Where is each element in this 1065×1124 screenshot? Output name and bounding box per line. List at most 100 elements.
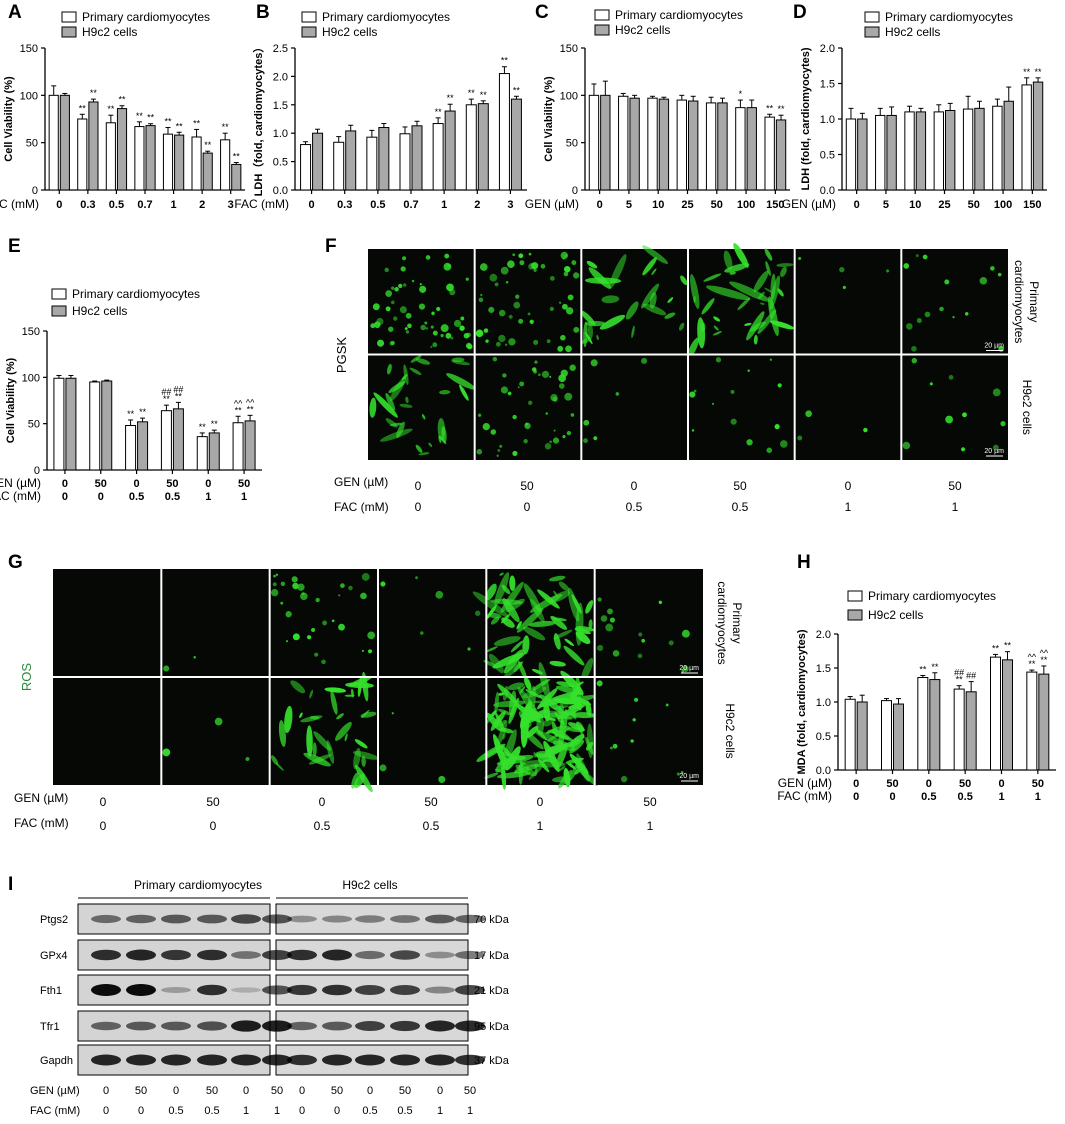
- x-tick-label-D: 100: [994, 199, 1012, 211]
- cell-dot: [502, 733, 506, 740]
- legend-swatch-A-0: [61, 11, 77, 23]
- cell-dot: [278, 719, 286, 747]
- sig-mark-A: **: [164, 117, 172, 127]
- cell-dot: [689, 391, 696, 398]
- bar-C-1: [717, 102, 728, 191]
- legend-label-B-0: Primary cardiomyocytes: [322, 10, 450, 24]
- y-tick-label-E: 0: [34, 465, 40, 477]
- cell-dot: [638, 632, 643, 637]
- cell-dot: [490, 429, 497, 435]
- x-tick-label-E: 0: [62, 478, 68, 490]
- cell-dot: [863, 427, 868, 433]
- sig-mark-E: ^^: [234, 398, 243, 408]
- cell-dot: [508, 338, 516, 346]
- x-tick-label-E: 0: [134, 478, 140, 490]
- cell-dot: [432, 330, 438, 336]
- bar-E-1: [137, 421, 149, 471]
- kda-label: 37 kDa: [474, 1055, 510, 1067]
- fac-value-F: 1: [952, 500, 959, 514]
- cell-dot: [494, 750, 515, 757]
- cell-dot: [275, 573, 278, 576]
- kda-label: 17 kDa: [474, 950, 510, 962]
- band: [91, 984, 121, 996]
- cell-dot: [322, 620, 328, 626]
- bar-E-1: [172, 408, 184, 471]
- cell-dot: [513, 301, 521, 309]
- y-tick-label-A: 100: [20, 90, 38, 102]
- scale-bar-label: 20 µm: [679, 665, 699, 672]
- sig-mark-A: **: [107, 104, 115, 114]
- sig-mark-H: ^^: [1028, 652, 1037, 662]
- fac-value-G: 0: [100, 819, 107, 833]
- x-tick-label-E: 0: [98, 491, 104, 503]
- x-tick-label-H: 0: [926, 778, 932, 790]
- bar-D-0: [933, 111, 945, 191]
- cell-dot: [766, 447, 773, 454]
- bar-A-1: [202, 152, 213, 191]
- cell-dot: [331, 619, 335, 623]
- cell-dot: [612, 650, 620, 657]
- cell-dot: [290, 680, 306, 694]
- micrograph-F: [794, 249, 902, 355]
- cell-dot: [285, 611, 292, 618]
- y-tick-label-H: 2.0: [816, 629, 831, 641]
- cell-dot: [562, 434, 566, 439]
- micrograph-G: [378, 569, 487, 677]
- cell-dot: [558, 769, 573, 789]
- cell-dot: [393, 316, 398, 321]
- fac-value-G: 1: [647, 819, 654, 833]
- band: [161, 1021, 191, 1031]
- legend-swatch-B-0: [301, 11, 317, 23]
- x-axis-label-E: GEN (µM): [0, 476, 41, 490]
- cell-dot: [415, 444, 423, 453]
- cell-dot: [724, 263, 750, 273]
- cell-dot: [596, 644, 604, 652]
- chart-H: Primary cardiomyocytes H9c2 cells 0.0 0.5 1.…: [777, 589, 1056, 803]
- gen-value-F: 0: [631, 479, 638, 493]
- gen-value-F: 50: [520, 479, 534, 493]
- scale-bar-label: 20 µm: [984, 343, 1004, 350]
- bar-A-1: [145, 125, 156, 191]
- cell-dot: [494, 691, 499, 714]
- bar-E-0: [160, 410, 172, 471]
- cell-dot: [463, 332, 470, 339]
- x-tick-label-E: 0: [62, 491, 68, 503]
- y-axis-label-D: LDH (fold, cardiomyocytes): [800, 47, 812, 190]
- cell-dot: [545, 711, 570, 718]
- cell-dot: [354, 739, 368, 749]
- fac-value-G: 1: [537, 819, 544, 833]
- cell-dot: [496, 771, 531, 779]
- cell-dot: [386, 363, 392, 375]
- cell-dot: [517, 686, 541, 721]
- cell-dot: [676, 772, 680, 776]
- cell-dot: [500, 266, 509, 275]
- band: [126, 949, 156, 961]
- x-tick-label-C: 150: [766, 199, 784, 211]
- band: [161, 986, 191, 994]
- cell-dot: [459, 384, 469, 401]
- sig-mark-B: **: [468, 88, 476, 98]
- micrograph-G: [378, 677, 487, 785]
- cell-dot: [600, 615, 608, 622]
- kda-label: 21 kDa: [474, 985, 510, 997]
- cell-dot: [562, 257, 565, 260]
- cell-dot: [515, 764, 537, 777]
- x-tick-label-C: 10: [652, 199, 664, 211]
- cell-dot: [385, 392, 396, 411]
- bar-H-0: [917, 677, 929, 771]
- cell-dot: [567, 587, 580, 622]
- sig-mark-H: **: [931, 662, 939, 672]
- band: [161, 914, 191, 924]
- cell-dot: [507, 391, 512, 396]
- panel-letter-G: G: [8, 552, 23, 573]
- cell-dot: [916, 318, 922, 324]
- cell-dot: [480, 293, 483, 297]
- cell-dot: [494, 572, 510, 607]
- cell-dot: [593, 436, 598, 441]
- cell-dot: [911, 357, 918, 364]
- cell-dot: [445, 332, 452, 339]
- cell-dot: [605, 623, 614, 632]
- band: [91, 914, 121, 924]
